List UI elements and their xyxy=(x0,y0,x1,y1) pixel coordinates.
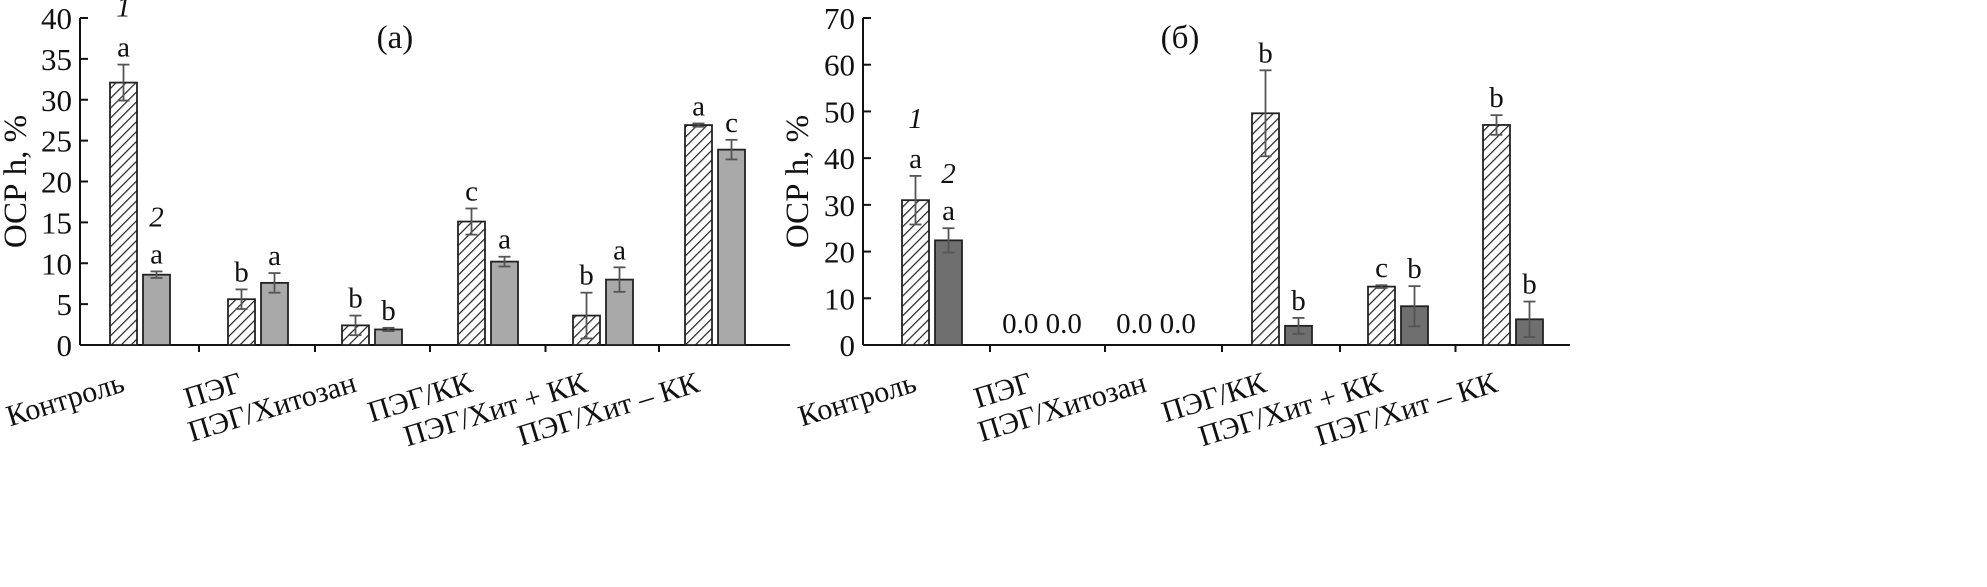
significance-letter: c xyxy=(1375,252,1388,284)
category-label: Контроль xyxy=(794,366,920,433)
y-tick-label: 0 xyxy=(57,328,73,363)
bar xyxy=(1482,124,1511,346)
bar xyxy=(934,239,963,346)
bar xyxy=(142,273,171,346)
panel-label: (б) xyxy=(1161,20,1200,56)
significance-letter: a xyxy=(268,240,281,272)
y-tick-label: 40 xyxy=(41,1,72,36)
bar xyxy=(684,124,713,346)
y-axis-label: ОСР h, % xyxy=(0,115,34,248)
y-tick-label: 25 xyxy=(41,124,72,159)
significance-letter: a xyxy=(498,224,511,256)
y-tick-label: 15 xyxy=(41,205,72,240)
y-tick-label: 10 xyxy=(824,281,855,316)
significance-letter: a xyxy=(150,238,163,270)
series-marker: 1 xyxy=(908,103,923,135)
y-tick-label: 30 xyxy=(824,188,855,223)
significance-letter: c xyxy=(465,175,478,207)
bar xyxy=(1367,285,1396,346)
zero-value-label: 0.0 0.0 xyxy=(1116,308,1196,340)
significance-letter: b xyxy=(234,256,249,288)
significance-letter: b xyxy=(381,295,396,327)
y-tick-label: 35 xyxy=(41,42,72,77)
y-tick-label: 60 xyxy=(824,48,855,83)
significance-letter: b xyxy=(1489,82,1504,114)
significance-letter: b xyxy=(1407,253,1422,285)
y-tick-label: 10 xyxy=(41,246,72,281)
y-tick-label: 0 xyxy=(840,328,856,363)
significance-letter: c xyxy=(725,107,738,139)
panel-label: (a) xyxy=(377,20,414,56)
significance-letter: b xyxy=(579,260,594,292)
significance-letter: b xyxy=(1291,285,1306,317)
y-tick-label: 20 xyxy=(824,235,855,270)
y-tick-label: 20 xyxy=(41,165,72,200)
y-tick-label: 5 xyxy=(57,287,73,322)
y-axis-label: ОСР h, % xyxy=(780,115,816,248)
bar xyxy=(490,260,519,346)
y-tick-label: 30 xyxy=(41,83,72,118)
y-tick-label: 70 xyxy=(824,1,855,36)
significance-letter: a xyxy=(942,195,955,227)
series-marker: 1 xyxy=(116,0,131,24)
significance-letter: b xyxy=(1522,269,1537,301)
bar xyxy=(109,81,138,346)
zero-value-label: 0.0 0.0 xyxy=(1002,308,1082,340)
significance-letter: b xyxy=(348,283,363,315)
significance-letter: a xyxy=(613,234,626,266)
category-label: Контроль xyxy=(2,366,128,433)
bar xyxy=(457,220,486,346)
significance-letter: a xyxy=(692,90,705,122)
significance-letter: b xyxy=(1258,37,1273,69)
significance-letter: a xyxy=(909,143,922,175)
series-marker: 2 xyxy=(941,158,956,190)
y-tick-label: 40 xyxy=(824,141,855,176)
bar xyxy=(717,148,746,346)
y-tick-label: 50 xyxy=(824,94,855,129)
series-marker: 2 xyxy=(149,201,164,233)
significance-letter: a xyxy=(117,32,130,64)
